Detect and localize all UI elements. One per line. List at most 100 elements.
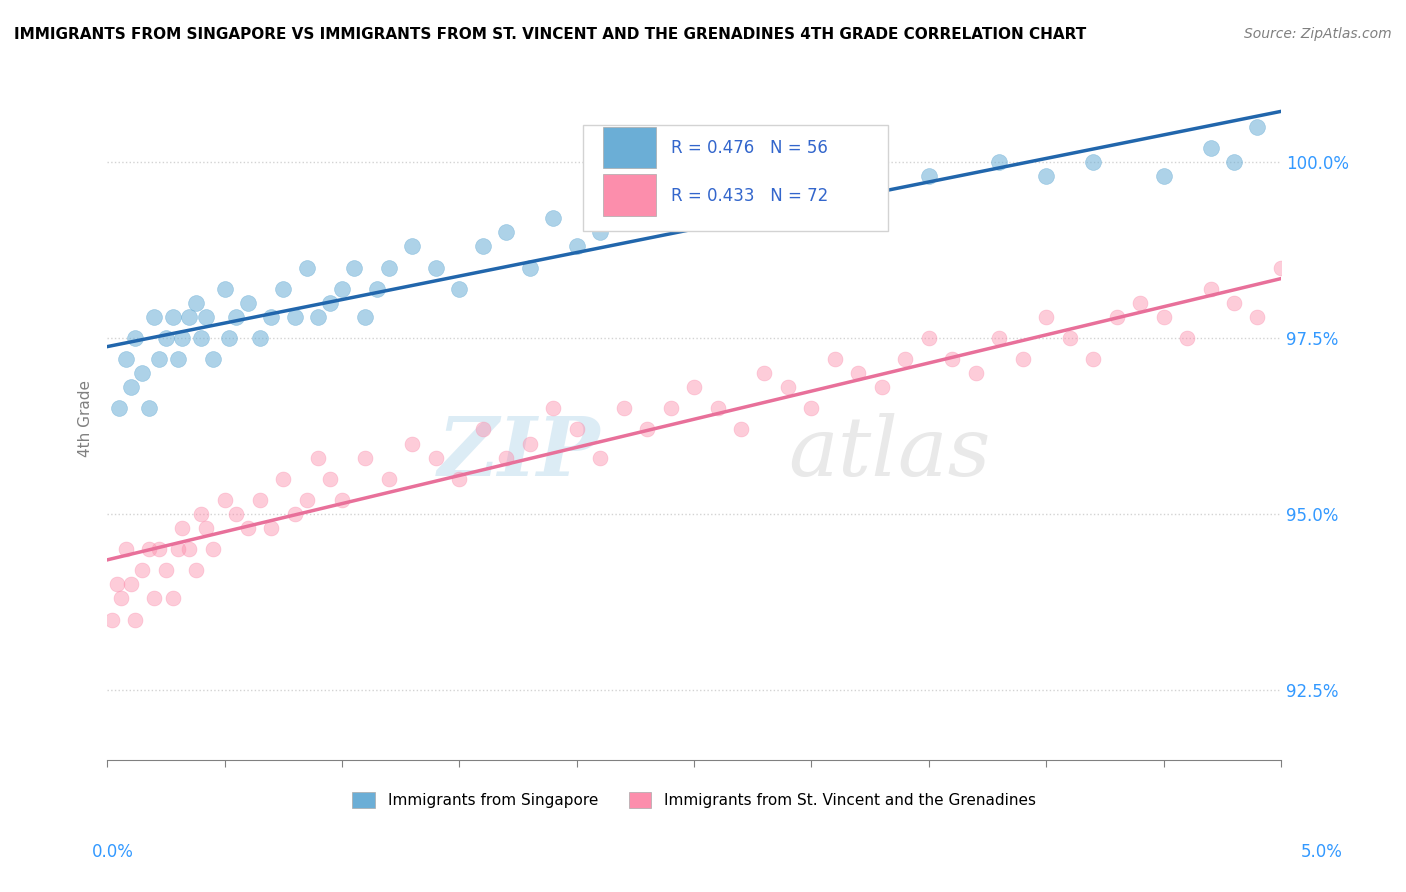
Point <box>201 542 224 557</box>
Point <box>1270 260 1292 275</box>
Point <box>636 190 658 204</box>
Point <box>1246 310 1268 324</box>
Point <box>659 401 682 416</box>
Point <box>172 331 194 345</box>
Point <box>194 310 217 324</box>
Point <box>110 591 132 606</box>
Point <box>148 352 170 367</box>
Point <box>295 260 318 275</box>
Point <box>800 169 823 183</box>
Point <box>166 542 188 557</box>
Point <box>683 211 706 226</box>
Point <box>1175 331 1198 345</box>
Point <box>194 521 217 535</box>
Point <box>249 331 271 345</box>
Point <box>115 542 138 557</box>
Text: ZIP: ZIP <box>437 413 600 493</box>
Point <box>1035 169 1057 183</box>
Point <box>201 352 224 367</box>
Point <box>425 260 447 275</box>
Point <box>1105 310 1128 324</box>
Point <box>1129 295 1152 310</box>
Point <box>894 352 917 367</box>
Point <box>108 401 131 416</box>
Point <box>1081 352 1104 367</box>
Point <box>541 401 564 416</box>
Point <box>124 331 146 345</box>
Point <box>636 422 658 436</box>
Point <box>1081 155 1104 169</box>
Point <box>155 563 177 577</box>
Legend: Immigrants from Singapore, Immigrants from St. Vincent and the Grenadines: Immigrants from Singapore, Immigrants fr… <box>346 786 1042 814</box>
Point <box>1246 120 1268 134</box>
Point <box>613 401 636 416</box>
Point <box>172 521 194 535</box>
Point <box>319 472 342 486</box>
Point <box>190 331 212 345</box>
Point <box>495 450 517 465</box>
Point <box>214 492 236 507</box>
Point <box>1294 282 1316 296</box>
Text: R = 0.433   N = 72: R = 0.433 N = 72 <box>671 186 828 204</box>
Point <box>143 310 166 324</box>
Point <box>260 521 283 535</box>
Point <box>541 211 564 226</box>
Point <box>284 507 307 521</box>
Point <box>1153 310 1175 324</box>
Point <box>683 380 706 394</box>
Point <box>162 591 184 606</box>
Point <box>941 352 963 367</box>
Point <box>988 331 1011 345</box>
Point <box>354 310 377 324</box>
Point <box>378 260 401 275</box>
Point <box>295 492 318 507</box>
Point <box>918 331 941 345</box>
Point <box>307 450 329 465</box>
Point <box>1223 295 1246 310</box>
Point <box>249 492 271 507</box>
Point <box>307 310 329 324</box>
Point <box>105 577 128 591</box>
Point <box>613 211 636 226</box>
Point <box>730 422 752 436</box>
Point <box>179 310 201 324</box>
Point <box>988 155 1011 169</box>
Point <box>260 310 283 324</box>
Point <box>166 352 188 367</box>
Point <box>284 310 307 324</box>
Point <box>1223 155 1246 169</box>
Point <box>330 492 353 507</box>
Point <box>1059 331 1081 345</box>
Point <box>190 507 212 521</box>
Point <box>148 542 170 557</box>
Point <box>218 331 240 345</box>
Point <box>101 613 124 627</box>
Point <box>870 380 893 394</box>
Point <box>354 450 377 465</box>
Point <box>214 282 236 296</box>
FancyBboxPatch shape <box>582 125 887 231</box>
Point <box>162 310 184 324</box>
Point <box>186 295 208 310</box>
Point <box>120 577 142 591</box>
Point <box>449 472 471 486</box>
FancyBboxPatch shape <box>603 175 657 216</box>
Point <box>706 401 728 416</box>
Point <box>401 239 423 253</box>
Point <box>186 563 208 577</box>
Point <box>319 295 342 310</box>
Point <box>366 282 388 296</box>
Point <box>471 422 494 436</box>
Point <box>1035 310 1057 324</box>
Point <box>225 507 247 521</box>
Point <box>776 380 799 394</box>
Point <box>236 295 259 310</box>
Point <box>565 239 588 253</box>
Point <box>918 169 941 183</box>
Point <box>271 282 294 296</box>
Point <box>754 366 776 380</box>
Point <box>115 352 138 367</box>
Point <box>155 331 177 345</box>
Point <box>848 190 870 204</box>
Text: 0.0%: 0.0% <box>91 843 134 861</box>
